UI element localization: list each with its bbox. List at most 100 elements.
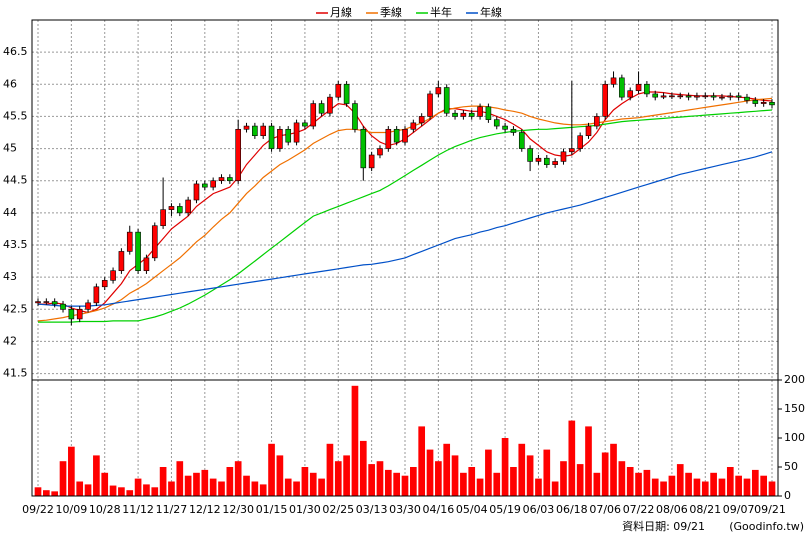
candle-body xyxy=(202,183,208,188)
volume-bar xyxy=(376,461,384,496)
candle-body xyxy=(243,125,250,130)
x-tick-label: 01/30 xyxy=(289,503,321,516)
volume-bar xyxy=(568,420,576,496)
volume-bar xyxy=(651,478,659,496)
candle-body xyxy=(735,95,742,98)
x-tick-label: 06/18 xyxy=(556,503,588,516)
volume-bar xyxy=(59,461,67,496)
volume-bar xyxy=(601,452,609,496)
candle-body xyxy=(752,100,759,104)
volume-bar xyxy=(351,385,359,496)
candle-body xyxy=(652,93,659,98)
volume-bar xyxy=(760,475,767,496)
candle-body xyxy=(385,128,392,149)
candle-body xyxy=(101,280,108,288)
candle-body xyxy=(535,157,542,162)
candle-body xyxy=(485,106,492,120)
y-tick-label: 44.5 xyxy=(3,174,28,187)
x-tick-label: 12/12 xyxy=(189,503,221,516)
volume-bar xyxy=(234,461,242,496)
volume-bar xyxy=(676,464,684,496)
candle-body xyxy=(577,135,583,149)
volume-bar xyxy=(101,472,109,496)
candle-body xyxy=(227,177,233,182)
candle-body xyxy=(527,148,533,162)
volume-tick-label: 150 xyxy=(784,402,805,415)
candle-body xyxy=(619,77,625,98)
volume-bar xyxy=(243,475,250,496)
volume-bar xyxy=(159,467,167,496)
volume-bar xyxy=(134,478,142,496)
y-tick-label: 43.5 xyxy=(3,238,28,251)
volume-bar xyxy=(726,467,734,496)
candle-body xyxy=(110,270,116,281)
candle-body xyxy=(377,148,383,156)
candle-body xyxy=(60,303,66,310)
y-tick-label: 45.5 xyxy=(3,109,28,122)
candle-body xyxy=(418,116,425,124)
candle-body xyxy=(160,209,166,227)
candle-body xyxy=(185,199,191,214)
candle-body xyxy=(268,125,275,149)
volume-tick-label: 0 xyxy=(784,489,791,502)
volume-bar xyxy=(426,449,434,496)
volume-bar xyxy=(768,481,776,496)
volume-bar xyxy=(510,467,517,496)
candle-body xyxy=(569,148,575,153)
volume-bar xyxy=(560,461,567,496)
volume-bar xyxy=(309,472,317,496)
candle-body xyxy=(151,225,158,259)
x-tick-label: 10/09 xyxy=(56,503,88,516)
volume-bar xyxy=(626,467,634,496)
x-tick-label: 02/25 xyxy=(322,503,354,516)
candle-body xyxy=(560,151,567,162)
candle-body xyxy=(302,122,308,127)
candle-body xyxy=(769,101,775,106)
x-tick-label: 05/04 xyxy=(456,503,488,516)
candle-body xyxy=(277,128,283,149)
volume-bar xyxy=(251,481,259,496)
volume-bar xyxy=(435,461,442,496)
volume-bar xyxy=(51,491,59,496)
volume-bar xyxy=(43,490,50,496)
volume-bar xyxy=(209,478,217,496)
candle-body xyxy=(694,95,700,98)
volume-bar xyxy=(293,481,300,496)
volume-bar xyxy=(443,443,451,496)
volume-bar xyxy=(593,472,601,496)
volume-bar xyxy=(401,475,409,496)
volume-bar xyxy=(735,475,742,496)
candle-body xyxy=(677,95,684,98)
x-tick-label: 03/13 xyxy=(356,503,388,516)
date-note: 資料日期: 09/21 xyxy=(622,519,705,533)
volume-bar xyxy=(543,449,551,496)
volume-bar xyxy=(701,481,709,496)
candle-body xyxy=(744,96,750,101)
candle-body xyxy=(393,128,400,143)
volume-tick-label: 50 xyxy=(784,460,798,473)
candle-body xyxy=(118,251,125,272)
volume-bar xyxy=(151,487,159,496)
x-tick-label: 09/07 xyxy=(723,503,755,516)
candle-body xyxy=(452,112,458,117)
candle-body xyxy=(51,301,58,305)
volume-bar xyxy=(318,478,325,496)
candle-body xyxy=(627,90,634,98)
volume-bar xyxy=(76,481,84,496)
candle-body xyxy=(235,128,241,182)
volume-bar xyxy=(493,472,501,496)
candle-body xyxy=(368,154,375,169)
candle-body xyxy=(402,128,408,143)
legend-label: 月線 xyxy=(330,5,352,19)
volume-bar xyxy=(201,469,209,496)
volume-bar xyxy=(418,426,426,496)
candle-body xyxy=(343,83,350,104)
candle-body xyxy=(468,112,475,117)
volume-bar xyxy=(660,481,667,496)
volume-bar xyxy=(710,472,717,496)
volume-bar xyxy=(68,446,75,496)
candle-body xyxy=(168,206,175,210)
candle-body xyxy=(93,286,100,304)
volume-bar xyxy=(718,478,726,496)
